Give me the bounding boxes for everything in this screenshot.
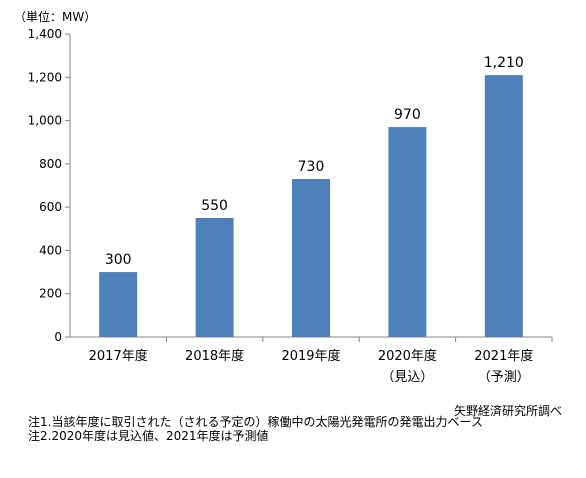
y-tick-label: 1,400 [28, 27, 62, 41]
data-label: 730 [298, 159, 325, 175]
bar [388, 127, 427, 337]
bar-chart: 0 200 400 600 800 1,000 1,200 1,400 300 2017年度 550… [28, 27, 553, 385]
y-tick-label: 1,000 [28, 114, 62, 128]
bar [195, 217, 234, 337]
x-tick-label: 2018年度 [185, 348, 244, 364]
unit-label: （単位：MW） [14, 10, 97, 24]
y-tick-label: 600 [39, 200, 62, 214]
y-tick-label: 400 [39, 243, 62, 257]
bar [292, 179, 330, 337]
y-tick-label: 1,200 [28, 70, 62, 84]
x-tick-label: 2019年度 [281, 348, 340, 364]
y-tick-label: 800 [39, 157, 62, 171]
data-label: 300 [105, 252, 132, 268]
data-label: 550 [201, 198, 228, 214]
bar [484, 75, 523, 337]
x-tick-label: 2021年度 [474, 348, 533, 364]
x-tick-label: 2020年度 [378, 348, 437, 364]
y-tick-label: 0 [54, 330, 62, 344]
bar [99, 272, 138, 337]
source-credit: 矢野経済研究所調べ [453, 404, 562, 418]
x-tick-sublabel: （見込） [381, 370, 433, 385]
y-tick-label: 200 [39, 287, 62, 301]
footnote-2: 注2.2020年度は見込値、2021年度は予測値 [28, 429, 269, 443]
footnotes: 注1.当該年度に取引された（される予定の）稼働中の太陽光発電所の発電出力ベース … [28, 415, 483, 443]
footnote-1: 注1.当該年度に取引された（される予定の）稼働中の太陽光発電所の発電出力ベース [28, 415, 483, 429]
x-tick-label: 2017年度 [89, 348, 148, 364]
data-label: 1,210 [484, 55, 524, 71]
x-tick-sublabel: （予測） [478, 370, 530, 385]
data-label: 970 [394, 107, 421, 123]
